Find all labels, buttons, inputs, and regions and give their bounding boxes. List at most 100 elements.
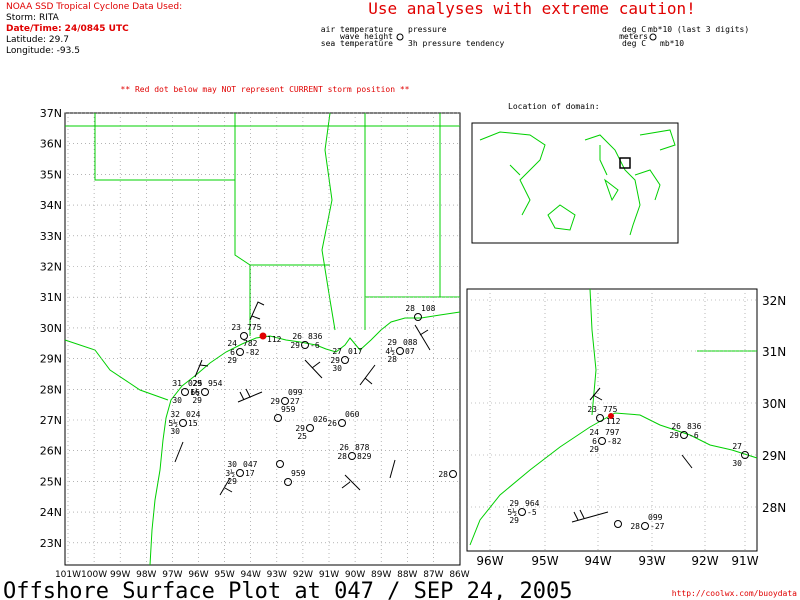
legend-air: air temperature <box>321 25 393 34</box>
station-tendency: 16 <box>190 388 200 397</box>
map-frame <box>64 112 461 566</box>
lat-label: 33N <box>40 230 62 243</box>
station-tendency: 829 <box>357 452 372 461</box>
footer-url: http://coolwx.com/buoydata <box>672 589 797 598</box>
station-sea: 29 <box>227 477 237 486</box>
station-circle <box>284 478 292 486</box>
lat-label: 30N <box>40 322 62 335</box>
unit-pressure: mb*10 (last 3 digits) <box>648 25 749 34</box>
lat-label: 30N <box>762 397 786 411</box>
station-sea: 29 <box>227 356 237 365</box>
station-circle <box>338 419 346 427</box>
station-tendency: 07 <box>405 347 415 356</box>
lat-label: 29N <box>762 449 786 463</box>
lon-label: 92W <box>691 554 718 568</box>
note: ** Red dot below may NOT represent CURRE… <box>121 85 410 94</box>
station-circle <box>414 313 422 321</box>
lat-label: 26N <box>40 445 62 458</box>
station-tendency: -6 <box>310 341 320 350</box>
lon-label: 100W <box>81 570 107 580</box>
station-sea: 30 <box>170 427 180 436</box>
station-circle <box>236 348 244 356</box>
lon-label: 91W <box>731 554 758 568</box>
station-tendency: -82 <box>607 437 622 446</box>
station-sea: 29 <box>192 396 202 405</box>
station-circle <box>301 341 309 349</box>
lon-label: 86W <box>449 570 469 580</box>
station-air: 29 <box>387 338 397 347</box>
station-air: 27 <box>332 347 342 356</box>
coastline <box>149 311 461 566</box>
station-circle <box>641 522 649 530</box>
station-air: 29 <box>509 499 519 508</box>
footer-title: Offshore Surface Plot at 047 / SEP 24, 2… <box>3 579 573 600</box>
station-circle <box>276 460 284 468</box>
station-pressure: 088 <box>403 338 418 347</box>
continents <box>479 129 676 236</box>
station-wave: 5½ <box>168 418 178 428</box>
station-wave: 28 <box>337 452 347 461</box>
lon-label: 101W <box>55 570 81 580</box>
storm-dot <box>608 413 614 419</box>
lat-label: 35N <box>40 168 62 181</box>
station-pressure: 878 <box>355 443 370 452</box>
station-wave: 4½ <box>385 346 395 356</box>
lon-label: 99W <box>110 570 130 580</box>
station-tendency: -6 <box>689 431 699 440</box>
station-wave: 6 <box>230 348 235 357</box>
station-tendency: 15 <box>188 419 198 428</box>
station-circle <box>201 388 209 396</box>
station-pressure: 108 <box>421 304 436 313</box>
lon-label: 97W <box>162 570 182 580</box>
lat-label: 37N <box>40 107 62 120</box>
station-sea: 29 <box>589 445 599 454</box>
station-circle <box>396 347 404 355</box>
station-tendency: -27 <box>650 522 665 531</box>
wind-barbs <box>174 301 693 523</box>
station-sea: 28 <box>387 355 397 364</box>
legend-tendency: 3h pressure tendency <box>408 39 505 48</box>
station-wave: 29 <box>669 431 679 440</box>
station-wave: 28 <box>630 522 640 531</box>
lon-label: 93W <box>638 554 665 568</box>
station-wave: 5½ <box>507 507 517 517</box>
storm: Storm: RITA <box>6 13 60 23</box>
legend-symbol <box>649 33 657 41</box>
station-pressure: 017 <box>348 347 363 356</box>
station-circle <box>236 469 244 477</box>
station-circle <box>596 414 604 422</box>
station-circle <box>741 451 749 459</box>
datetime: Date/Time: 24/0845 UTC <box>6 24 129 34</box>
station-circle <box>274 414 282 422</box>
lon-label: 98W <box>136 570 156 580</box>
station-circle <box>281 397 289 405</box>
border <box>64 112 460 401</box>
station-pressure: 954 <box>208 379 223 388</box>
inset-map: 32N 31N 30N 29N 28N 96W 95W 94W 93W 92W 91W <box>466 288 786 568</box>
lon-label: 89W <box>371 570 391 580</box>
station-air: 26 <box>671 422 681 431</box>
legend-wave: wave height <box>340 32 393 41</box>
lat-label: 36N <box>40 138 62 151</box>
station-pressure: 775 <box>603 405 618 414</box>
latitude: Latitude: 29.7 <box>6 35 69 45</box>
station-air: 23 <box>587 405 597 414</box>
station-pressure: 959 <box>291 469 306 478</box>
lat-label: 27N <box>40 414 62 427</box>
station-circle <box>518 508 526 516</box>
station-air: 31 <box>172 379 182 388</box>
domain-box <box>619 157 631 169</box>
unit-wave: meters <box>619 32 648 41</box>
lon-label: 87W <box>423 570 443 580</box>
world-frame <box>471 122 679 244</box>
longitude: Longitude: -93.5 <box>6 46 80 56</box>
station-tendency: -82 <box>245 348 260 357</box>
lat-label: 23N <box>40 537 62 550</box>
station-circle <box>449 470 457 478</box>
lat-label: 24N <box>40 506 62 519</box>
lat-label: 29N <box>40 353 62 366</box>
station-wave: 6½ <box>190 387 200 397</box>
world-map <box>471 122 679 244</box>
station-circle <box>179 419 187 427</box>
lat-label: 31N <box>762 345 786 359</box>
